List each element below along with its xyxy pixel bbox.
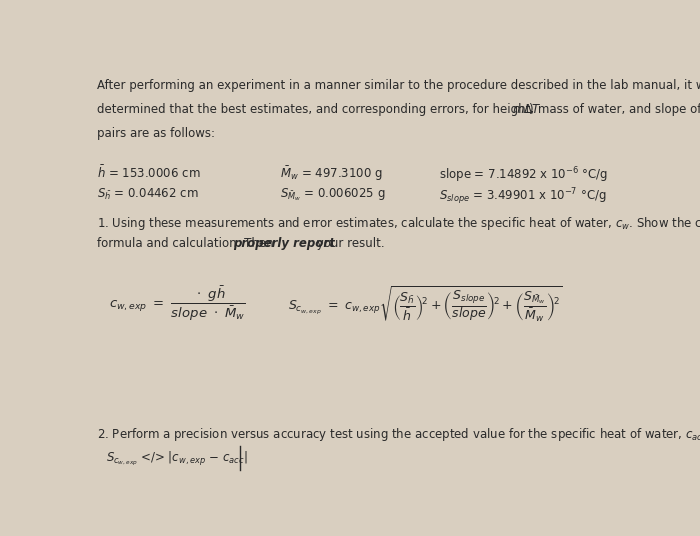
Text: $S_{slope}$ = 3.49901 x 10$^{-7}$ °C/g: $S_{slope}$ = 3.49901 x 10$^{-7}$ °C/g [439,187,607,207]
Text: $S_{\bar{M}_w}$ = 0.006025 g: $S_{\bar{M}_w}$ = 0.006025 g [280,187,386,203]
Text: formula and calculation. Then: formula and calculation. Then [97,237,278,250]
Text: 2. Perform a precision versus accuracy test using the accepted value for the spe: 2. Perform a precision versus accuracy t… [97,426,700,443]
Text: $\bar{h}$ = 153.0006 cm: $\bar{h}$ = 153.0006 cm [97,165,201,181]
Text: After performing an experiment in a manner similar to the procedure described in: After performing an experiment in a mann… [97,79,700,92]
Text: $c_{w,exp}\ =\ \dfrac{\ \cdot\ g\bar{h}}{slope\ \cdot\ \bar{M}_w}$: $c_{w,exp}\ =\ \dfrac{\ \cdot\ g\bar{h}}… [109,285,246,323]
Text: $S_{\bar{h}}$ = 0.04462 cm: $S_{\bar{h}}$ = 0.04462 cm [97,187,199,202]
Text: ): ) [528,103,533,116]
Text: your result.: your result. [313,237,384,250]
Text: $S_{c_{w,exp}}$ </> |$c_{w,exp}$ $-$ $c_{acc}$|: $S_{c_{w,exp}}$ </> |$c_{w,exp}$ $-$ $c_… [106,450,248,468]
Text: $m\Delta T$: $m\Delta T$ [512,103,542,116]
Text: $\bar{M}_w$ = 497.3100 g: $\bar{M}_w$ = 497.3100 g [280,165,383,183]
Text: pairs are as follows:: pairs are as follows: [97,126,216,140]
Text: properly report: properly report [233,237,335,250]
Text: slope = 7.14892 x 10$^{-6}$ °C/g: slope = 7.14892 x 10$^{-6}$ °C/g [439,165,608,184]
Text: 1. Using these measurements and error estimates, calculate the specific heat of : 1. Using these measurements and error es… [97,215,700,232]
Text: $S_{c_{w,exp}}\ =\ c_{w,exp}\sqrt{\left(\dfrac{S_{\bar{h}}}{\bar{h}}\right)^{\!2: $S_{c_{w,exp}}\ =\ c_{w,exp}\sqrt{\left(… [288,285,563,324]
Text: determined that the best estimates, and corresponding errors, for height, mass o: determined that the best estimates, and … [97,103,700,116]
